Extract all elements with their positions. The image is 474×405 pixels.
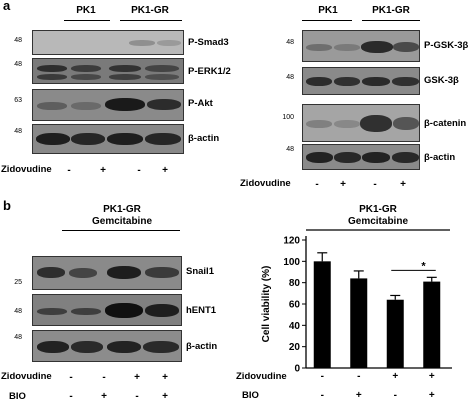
blot-hent1 [32, 294, 182, 326]
a-left-sign-3: - [137, 165, 141, 176]
blot-beta-actin-a-left [32, 124, 184, 154]
chart-sign-1-3: + [392, 371, 398, 382]
mw-beta-actin-a-left: 48 [14, 128, 22, 135]
y-tick-label-0: 0 [294, 364, 300, 375]
blot-p-smad3 [32, 30, 184, 55]
chart-sign-2-2: + [356, 390, 362, 401]
mw-p-erk: 48 [14, 61, 22, 68]
blot-beta-actin-a-right [302, 144, 420, 170]
b-blot-z-sign-1: - [69, 372, 73, 383]
a-left-group-2: PK1-GR [131, 5, 169, 16]
b-blot-treatment-2: BIO [9, 391, 26, 402]
label-p-smad3: P-Smad3 [188, 37, 229, 48]
b-blot-treatment-1: Zidovudine [1, 371, 52, 382]
a-left-treatment: Zidovudine [1, 164, 52, 175]
chart-treatments: Zidovudine - - + + BIO - + - + [236, 371, 435, 401]
label-snail1: Snail1 [186, 266, 214, 277]
mw-gsk3b: 48 [286, 74, 294, 81]
chart-sign-2-4: + [429, 390, 435, 401]
blot-gsk3b [302, 67, 420, 95]
y-axis-label: Cell viability (%) [261, 266, 272, 343]
viability-chart: PK1-GR Gemcitabine 0 20 40 60 80 100 120 Cell v… [236, 204, 452, 401]
y-tick-label-100: 100 [283, 257, 300, 268]
mw-beta-catenin: 100 [282, 114, 294, 121]
b-blot-z-sign-4: + [162, 372, 168, 383]
blot-p-gsk3b [302, 30, 420, 62]
label-beta-actin-a-left: β-actin [188, 133, 220, 144]
a-right-sign-3: - [373, 179, 377, 190]
label-p-akt: P-Akt [188, 98, 213, 109]
blot-p-akt [32, 89, 184, 121]
a-left-group-1-line [64, 20, 110, 22]
bar-1 [313, 261, 331, 368]
b-blot-z-sign-3: + [134, 372, 140, 383]
chart-treatment-2: BIO [242, 390, 259, 401]
a-left-sign-2: + [100, 165, 106, 176]
y-tick-label-20: 20 [289, 342, 301, 353]
b-blot-bio-sign-4: + [162, 391, 168, 402]
a-right-group-1: PK1 [318, 5, 338, 16]
a-left-sign-1: - [67, 165, 71, 176]
a-right-group-2-line [362, 20, 420, 22]
chart-sign-2-3: - [394, 390, 397, 401]
label-hent1: hENT1 [186, 305, 217, 316]
panel-a-label: a [3, 0, 11, 13]
b-blot-header-line [62, 230, 180, 232]
y-tick-label-80: 80 [289, 278, 301, 289]
bar-4 [423, 281, 441, 368]
mw-p-smad3: 48 [14, 37, 22, 44]
blot-snail1 [32, 256, 182, 290]
b-blot-bio-sign-2: + [101, 391, 107, 402]
mw-beta-actin-a-right: 48 [286, 146, 294, 153]
a-left-sign-4: + [162, 165, 168, 176]
chart-sign-1-1: - [321, 371, 324, 382]
a-right-treatment: Zidovudine [240, 178, 291, 189]
label-gsk3b: GSK-3β [424, 75, 459, 86]
chart-treatment-1: Zidovudine [236, 371, 287, 382]
label-beta-actin-b: β-actin [186, 341, 218, 352]
blot-beta-catenin [302, 104, 420, 142]
mw-beta-actin-b: 48 [14, 334, 22, 341]
a-left-group-2-line [120, 20, 182, 22]
b-blot-header-line1: PK1-GR [103, 204, 141, 215]
a-right-group-2: PK1-GR [372, 5, 410, 16]
significance-star: * [421, 260, 426, 272]
y-tick-label-60: 60 [289, 300, 301, 311]
a-right-sign-1: - [315, 179, 319, 190]
b-blot-bio-sign-1: - [69, 391, 73, 402]
mw-p-akt: 63 [14, 97, 22, 104]
label-p-gsk3b: P-GSK-3β [424, 40, 469, 51]
chart-title-line2: Gemcitabine [348, 216, 408, 227]
chart-bars: * [313, 252, 441, 368]
a-right-sign-2: + [340, 179, 346, 190]
label-p-erk: P-ERK1/2 [188, 66, 231, 77]
bar-2 [350, 278, 368, 368]
chart-title-line1: PK1-GR [359, 204, 398, 215]
b-blot-header-line2: Gemcitabine [91, 216, 153, 227]
panel-b-label: b [3, 198, 11, 213]
mw-snail1: 25 [14, 279, 22, 286]
blot-p-erk [32, 58, 184, 84]
chart-sign-2-1: - [321, 390, 324, 401]
label-beta-catenin: β-catenin [424, 118, 467, 129]
a-right-group-1-line [302, 20, 352, 22]
bar-3 [386, 299, 404, 368]
mw-hent1: 48 [14, 308, 22, 315]
a-right-sign-4: + [400, 179, 406, 190]
y-tick-label-120: 120 [283, 236, 300, 247]
mw-p-gsk3b: 48 [286, 39, 294, 46]
chart-sign-1-2: - [357, 371, 360, 382]
b-blot-z-sign-2: - [102, 372, 106, 383]
y-tick-label-40: 40 [289, 321, 301, 332]
label-beta-actin-a-right: β-actin [424, 152, 456, 163]
chart-sign-1-4: + [429, 371, 435, 382]
blot-beta-actin-b [32, 330, 182, 362]
b-blot-bio-sign-3: - [135, 391, 139, 402]
a-left-group-1: PK1 [76, 5, 96, 16]
b-blot-header: PK1-GR Gemcitabine [70, 204, 174, 228]
